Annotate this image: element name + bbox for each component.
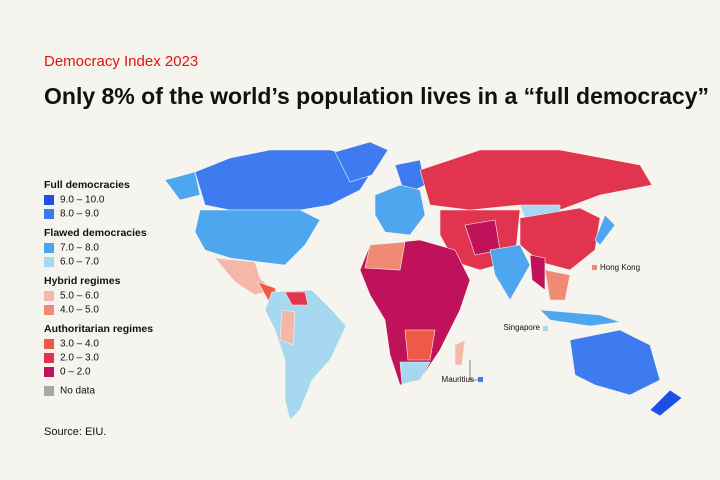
- legend-label: 3.0 – 4.0: [60, 339, 99, 350]
- title: Only 8% of the world’s population lives …: [44, 83, 709, 109]
- kicker: Democracy Index 2023: [44, 53, 198, 70]
- legend-swatch: [44, 209, 54, 219]
- callout-label: Singapore: [504, 323, 541, 332]
- country: [519, 207, 601, 271]
- legend-label: 7.0 – 8.0: [60, 243, 99, 254]
- country: [399, 361, 431, 385]
- legend-swatch: [44, 339, 54, 349]
- legend-swatch: [44, 367, 54, 377]
- country: [334, 141, 389, 183]
- legend-group-title: Authoritarian regimes: [44, 323, 153, 335]
- legend-swatch: [44, 305, 54, 315]
- legend-swatch: [44, 257, 54, 267]
- legend-swatch: [44, 291, 54, 301]
- country: [279, 309, 296, 346]
- legend-group-title: Full democracies: [44, 179, 130, 191]
- world-map: [164, 141, 683, 421]
- country: [194, 149, 379, 211]
- country: [164, 171, 201, 201]
- country: [284, 291, 309, 306]
- legend: Full democracies 9.0 – 10.0 8.0 – 9.0 Flawe…: [44, 179, 153, 397]
- callouts: Hong Kong Singapore Mauritius: [442, 263, 640, 384]
- country: [544, 269, 571, 301]
- country: [489, 244, 531, 301]
- legend-group-title: Flawed democracies: [44, 227, 147, 239]
- legend-label: 9.0 – 10.0: [60, 195, 105, 206]
- country: [194, 209, 321, 266]
- legend-swatch: [44, 386, 54, 396]
- legend-swatch: [44, 195, 54, 205]
- source: Source: EIU.: [44, 426, 106, 438]
- legend-label: 0 – 2.0: [60, 367, 91, 378]
- country: [404, 329, 436, 361]
- country: [454, 339, 466, 366]
- callout-label: Hong Kong: [600, 263, 640, 272]
- callout-label: Mauritius: [442, 375, 474, 384]
- country: [529, 254, 546, 291]
- legend-label: 5.0 – 6.0: [60, 291, 99, 302]
- legend-swatch: [44, 353, 54, 363]
- country: [539, 309, 621, 327]
- callout-swatch: [543, 326, 548, 331]
- legend-label: 8.0 – 9.0: [60, 209, 99, 220]
- callout-swatch: [592, 265, 597, 270]
- legend-swatch: [44, 243, 54, 253]
- legend-label: 2.0 – 3.0: [60, 353, 99, 364]
- country: [374, 184, 426, 236]
- callout-swatch: [478, 377, 483, 382]
- callout-line: [469, 360, 478, 381]
- legend-label: 4.0 – 5.0: [60, 305, 99, 316]
- country: [649, 389, 683, 417]
- country: [364, 241, 406, 271]
- country: [569, 329, 661, 396]
- legend-group-title: Hybrid regimes: [44, 275, 121, 287]
- country: [419, 149, 653, 211]
- legend-label: 6.0 – 7.0: [60, 257, 99, 268]
- country: [594, 214, 616, 246]
- legend-label: No data: [60, 386, 95, 397]
